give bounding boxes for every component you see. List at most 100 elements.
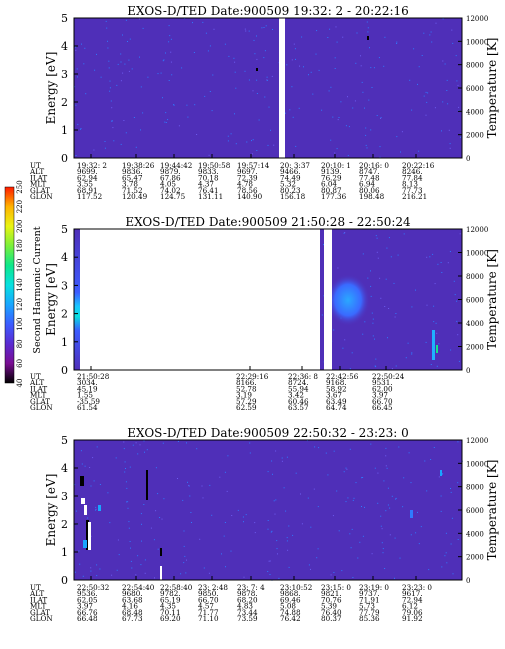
spectrogram-speckle	[365, 144, 367, 146]
spectrogram-speckle	[395, 498, 397, 500]
spectrogram-speckle	[173, 104, 175, 106]
spectrogram-speckle	[298, 107, 300, 109]
spectrogram-speckle	[426, 101, 428, 103]
y2-tick-label: 2000	[466, 554, 484, 562]
spectrogram-speckle	[208, 572, 210, 574]
orbit-value: 74.02	[160, 186, 181, 195]
spectrogram-speckle	[418, 543, 420, 545]
spectrogram-speckle	[413, 48, 415, 50]
spectrogram-speckle	[254, 532, 256, 534]
spectrogram-speckle	[385, 447, 387, 449]
spectrogram-speckle	[246, 141, 248, 143]
spectrogram-speckle	[141, 540, 142, 542]
y2-tick-label: 6000	[466, 297, 484, 305]
spectrogram-speckle	[123, 120, 125, 121]
spectrogram-speckle	[120, 143, 122, 145]
orbit-value: 22:50:32	[77, 583, 109, 592]
orbit-value: 3.97	[372, 391, 388, 400]
y2-axis-label: Temperature [K]	[485, 249, 499, 350]
spectrogram-speckle	[272, 473, 273, 475]
spectrogram-speckle	[382, 552, 384, 554]
spectrogram-speckle	[267, 520, 269, 521]
spectrogram-speckle	[168, 41, 170, 43]
orbit-value: 66.76	[77, 608, 98, 617]
spectrogram-speckle	[227, 135, 229, 137]
spectrogram-speckle	[360, 55, 361, 57]
orbit-value: 9168.	[326, 378, 347, 387]
spectrogram-speckle	[460, 136, 461, 138]
spectrogram-speckle	[410, 534, 412, 536]
spectrogram-noise	[74, 440, 463, 581]
spectrogram-speckle	[137, 555, 139, 557]
y2-tick-label: 2000	[466, 344, 484, 352]
spectrogram-speckle	[211, 514, 213, 516]
orbit-value: 23: 2:48	[198, 583, 228, 592]
spectrogram-speckle	[378, 57, 380, 59]
spectrogram-speckle	[187, 116, 189, 118]
orbit-value: 6.94	[359, 180, 375, 189]
orbit-value: 8724.	[288, 378, 309, 387]
spectrogram-speckle	[181, 67, 183, 69]
spectrogram-speckle	[219, 476, 221, 478]
spectrogram-speckle	[207, 50, 209, 52]
spectrogram-speckle	[341, 570, 343, 572]
spectrogram-speckle	[267, 471, 269, 473]
spectrogram-speckle	[186, 559, 187, 561]
spectrogram-speckle	[75, 510, 77, 512]
orbit-value: 198.48	[359, 192, 385, 201]
spectrogram-speckle	[343, 471, 345, 473]
spectrogram-speckle	[441, 473, 443, 475]
spectrogram-speckle	[446, 562, 448, 564]
spectrogram-speckle	[430, 459, 432, 460]
spectrogram-speckle	[335, 26, 337, 28]
spectrogram-speckle	[154, 577, 155, 579]
spectrogram-speckle	[409, 79, 411, 81]
intensity-feature	[80, 476, 84, 486]
spectrogram-speckle	[384, 36, 386, 38]
orbit-value: 72.39	[237, 173, 258, 182]
dark-pixel	[256, 68, 258, 71]
spectrogram-speckle	[165, 52, 166, 54]
spectrogram-speckle	[194, 104, 196, 106]
spectrogram-speckle	[92, 457, 94, 459]
spectrogram-speckle	[286, 537, 288, 539]
spectrogram-speckle	[120, 80, 122, 82]
y-axis-label: Energy [eV]	[44, 263, 58, 336]
spectrogram-speckle	[450, 349, 452, 351]
orbit-value: 6.12	[402, 602, 418, 611]
spectrogram-speckle	[124, 461, 126, 463]
spectrogram-speckle	[267, 571, 269, 572]
spectrogram-speckle	[457, 334, 459, 336]
spectrogram-speckle	[366, 147, 368, 149]
spectrogram-speckle	[272, 29, 273, 30]
spectrogram-speckle	[109, 87, 111, 89]
panel-title: EXOS-D/TED Date:900509 21:50:28 - 22:50:…	[125, 215, 411, 229]
y-axis-label: Energy [eV]	[44, 52, 58, 125]
orbit-value: 156.18	[280, 192, 306, 201]
orbit-value: 177.36	[321, 192, 347, 201]
orbit-row-label: ALT	[29, 378, 44, 387]
spectrogram-speckle	[127, 41, 128, 42]
spectrogram-speckle	[340, 101, 342, 103]
spectrogram-speckle	[80, 128, 82, 130]
spectrogram-speckle	[276, 540, 278, 542]
orbit-value: 67.73	[122, 614, 143, 623]
orbit-value: 69.20	[160, 614, 181, 623]
spectrogram-speckle	[129, 541, 131, 542]
spectrogram-speckle	[74, 86, 76, 88]
spectrogram-speckle	[254, 53, 256, 55]
spectrogram-speckle	[345, 125, 347, 127]
spectrogram-speckle	[405, 357, 407, 359]
spectrogram-speckle	[344, 339, 346, 341]
spectrogram-speckle	[76, 68, 78, 70]
spectrogram-speckle	[117, 63, 119, 65]
orbit-value: 45.19	[77, 384, 98, 393]
spectrogram-speckle	[276, 548, 278, 550]
spectrogram-speckle	[248, 79, 250, 81]
spectrogram-speckle	[389, 507, 391, 509]
spectrogram-speckle	[128, 527, 130, 529]
spectrogram-speckle	[186, 442, 187, 444]
spectrogram-speckle	[273, 500, 275, 502]
spectrogram-speckle	[183, 530, 185, 532]
orbit-value: 9466.	[280, 167, 301, 176]
